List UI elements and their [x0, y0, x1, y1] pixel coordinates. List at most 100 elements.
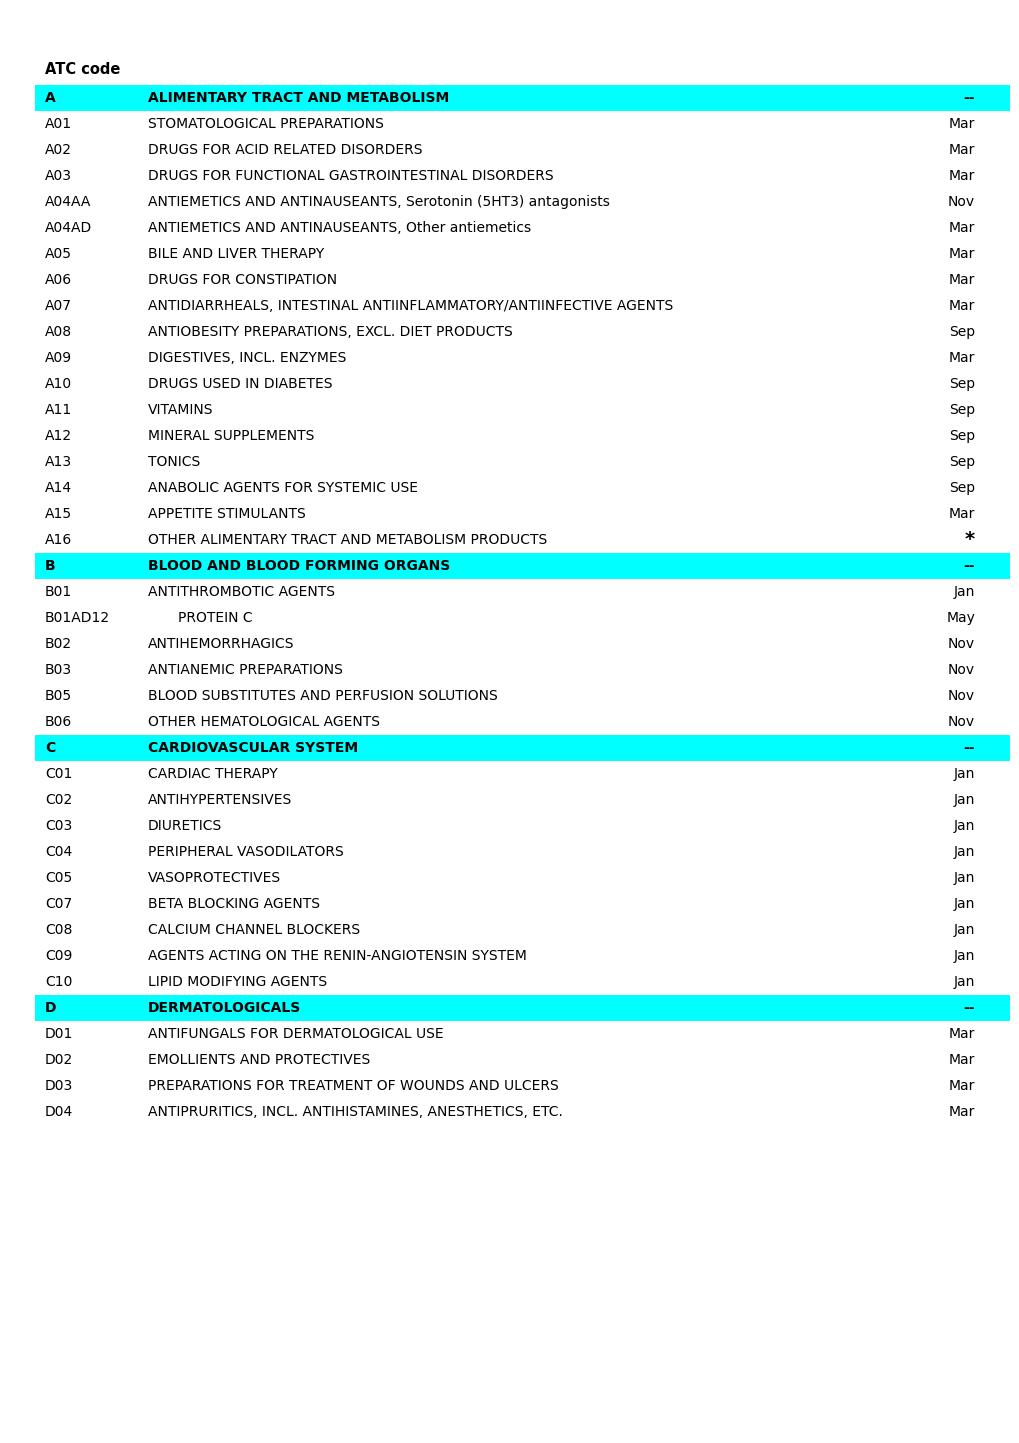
- Text: --: --: [963, 91, 974, 105]
- Text: B06: B06: [45, 714, 72, 729]
- Text: Nov: Nov: [947, 688, 974, 703]
- Text: A06: A06: [45, 273, 72, 287]
- Text: A05: A05: [45, 247, 72, 261]
- Text: C09: C09: [45, 949, 72, 962]
- Bar: [35, 734, 1009, 760]
- Text: Mar: Mar: [948, 273, 974, 287]
- Text: D01: D01: [45, 1027, 73, 1040]
- Text: Jan: Jan: [953, 975, 974, 988]
- Text: A13: A13: [45, 455, 72, 469]
- Text: ANTITHROMBOTIC AGENTS: ANTITHROMBOTIC AGENTS: [148, 584, 334, 599]
- Text: C01: C01: [45, 768, 72, 781]
- Text: CARDIOVASCULAR SYSTEM: CARDIOVASCULAR SYSTEM: [148, 742, 358, 755]
- Text: LIPID MODIFYING AGENTS: LIPID MODIFYING AGENTS: [148, 975, 327, 988]
- Text: DIGESTIVES, INCL. ENZYMES: DIGESTIVES, INCL. ENZYMES: [148, 351, 346, 365]
- Text: VITAMINS: VITAMINS: [148, 403, 213, 417]
- Text: DRUGS FOR CONSTIPATION: DRUGS FOR CONSTIPATION: [148, 273, 337, 287]
- Text: PREPARATIONS FOR TREATMENT OF WOUNDS AND ULCERS: PREPARATIONS FOR TREATMENT OF WOUNDS AND…: [148, 1079, 558, 1092]
- Text: C08: C08: [45, 924, 72, 937]
- Text: Mar: Mar: [948, 1027, 974, 1040]
- Text: A02: A02: [45, 143, 72, 157]
- Text: BILE AND LIVER THERAPY: BILE AND LIVER THERAPY: [148, 247, 324, 261]
- Text: A04AA: A04AA: [45, 195, 92, 209]
- Text: A16: A16: [45, 532, 72, 547]
- Text: Jan: Jan: [953, 584, 974, 599]
- Text: OTHER HEMATOLOGICAL AGENTS: OTHER HEMATOLOGICAL AGENTS: [148, 714, 380, 729]
- Text: A09: A09: [45, 351, 72, 365]
- Text: AGENTS ACTING ON THE RENIN-ANGIOTENSIN SYSTEM: AGENTS ACTING ON THE RENIN-ANGIOTENSIN S…: [148, 949, 527, 962]
- Text: Jan: Jan: [953, 768, 974, 781]
- Bar: [35, 996, 1009, 1022]
- Text: APPETITE STIMULANTS: APPETITE STIMULANTS: [148, 506, 306, 521]
- Text: Mar: Mar: [948, 169, 974, 183]
- Text: OTHER ALIMENTARY TRACT AND METABOLISM PRODUCTS: OTHER ALIMENTARY TRACT AND METABOLISM PR…: [148, 532, 547, 547]
- Text: PROTEIN C: PROTEIN C: [178, 610, 253, 625]
- Text: C03: C03: [45, 820, 72, 833]
- Text: D03: D03: [45, 1079, 73, 1092]
- Text: Sep: Sep: [948, 377, 974, 391]
- Bar: [35, 85, 1009, 111]
- Text: Mar: Mar: [948, 1079, 974, 1092]
- Text: PERIPHERAL VASODILATORS: PERIPHERAL VASODILATORS: [148, 846, 343, 859]
- Bar: [35, 553, 1009, 579]
- Text: May: May: [946, 610, 974, 625]
- Text: --: --: [963, 742, 974, 755]
- Text: Mar: Mar: [948, 1105, 974, 1118]
- Text: C10: C10: [45, 975, 72, 988]
- Text: STOMATOLOGICAL PREPARATIONS: STOMATOLOGICAL PREPARATIONS: [148, 117, 383, 131]
- Text: --: --: [963, 558, 974, 573]
- Text: ALIMENTARY TRACT AND METABOLISM: ALIMENTARY TRACT AND METABOLISM: [148, 91, 448, 105]
- Text: Mar: Mar: [948, 351, 974, 365]
- Text: Jan: Jan: [953, 898, 974, 911]
- Text: A14: A14: [45, 481, 72, 495]
- Text: ANTIPRURITICS, INCL. ANTIHISTAMINES, ANESTHETICS, ETC.: ANTIPRURITICS, INCL. ANTIHISTAMINES, ANE…: [148, 1105, 562, 1118]
- Text: Jan: Jan: [953, 820, 974, 833]
- Text: Mar: Mar: [948, 247, 974, 261]
- Text: Jan: Jan: [953, 794, 974, 807]
- Text: B05: B05: [45, 688, 72, 703]
- Text: B01AD12: B01AD12: [45, 610, 110, 625]
- Text: Jan: Jan: [953, 872, 974, 885]
- Text: Mar: Mar: [948, 117, 974, 131]
- Text: B02: B02: [45, 636, 72, 651]
- Text: ATC code: ATC code: [45, 62, 120, 78]
- Text: EMOLLIENTS AND PROTECTIVES: EMOLLIENTS AND PROTECTIVES: [148, 1053, 370, 1066]
- Text: ANTIHYPERTENSIVES: ANTIHYPERTENSIVES: [148, 794, 292, 807]
- Text: C04: C04: [45, 846, 72, 859]
- Text: A04AD: A04AD: [45, 221, 92, 235]
- Text: Mar: Mar: [948, 299, 974, 313]
- Text: ANTIOBESITY PREPARATIONS, EXCL. DIET PRODUCTS: ANTIOBESITY PREPARATIONS, EXCL. DIET PRO…: [148, 325, 513, 339]
- Text: ANTIDIARRHEALS, INTESTINAL ANTIINFLAMMATORY/ANTIINFECTIVE AGENTS: ANTIDIARRHEALS, INTESTINAL ANTIINFLAMMAT…: [148, 299, 673, 313]
- Text: MINERAL SUPPLEMENTS: MINERAL SUPPLEMENTS: [148, 429, 314, 443]
- Text: BETA BLOCKING AGENTS: BETA BLOCKING AGENTS: [148, 898, 320, 911]
- Text: C02: C02: [45, 794, 72, 807]
- Text: Nov: Nov: [947, 662, 974, 677]
- Text: CALCIUM CHANNEL BLOCKERS: CALCIUM CHANNEL BLOCKERS: [148, 924, 360, 937]
- Text: Jan: Jan: [953, 949, 974, 962]
- Text: Mar: Mar: [948, 143, 974, 157]
- Text: BLOOD AND BLOOD FORMING ORGANS: BLOOD AND BLOOD FORMING ORGANS: [148, 558, 449, 573]
- Text: ANTIEMETICS AND ANTINAUSEANTS, Serotonin (5HT3) antagonists: ANTIEMETICS AND ANTINAUSEANTS, Serotonin…: [148, 195, 609, 209]
- Text: Sep: Sep: [948, 455, 974, 469]
- Text: ANABOLIC AGENTS FOR SYSTEMIC USE: ANABOLIC AGENTS FOR SYSTEMIC USE: [148, 481, 418, 495]
- Text: Nov: Nov: [947, 636, 974, 651]
- Text: Nov: Nov: [947, 195, 974, 209]
- Text: DERMATOLOGICALS: DERMATOLOGICALS: [148, 1001, 301, 1014]
- Text: CARDIAC THERAPY: CARDIAC THERAPY: [148, 768, 277, 781]
- Text: DRUGS USED IN DIABETES: DRUGS USED IN DIABETES: [148, 377, 332, 391]
- Text: ANTIHEMORRHAGICS: ANTIHEMORRHAGICS: [148, 636, 294, 651]
- Text: Mar: Mar: [948, 1053, 974, 1066]
- Text: A11: A11: [45, 403, 72, 417]
- Text: Nov: Nov: [947, 714, 974, 729]
- Text: ANTIEMETICS AND ANTINAUSEANTS, Other antiemetics: ANTIEMETICS AND ANTINAUSEANTS, Other ant…: [148, 221, 531, 235]
- Text: TONICS: TONICS: [148, 455, 200, 469]
- Text: B01: B01: [45, 584, 72, 599]
- Text: Mar: Mar: [948, 506, 974, 521]
- Text: B03: B03: [45, 662, 72, 677]
- Text: A07: A07: [45, 299, 72, 313]
- Text: D: D: [45, 1001, 56, 1014]
- Text: BLOOD SUBSTITUTES AND PERFUSION SOLUTIONS: BLOOD SUBSTITUTES AND PERFUSION SOLUTION…: [148, 688, 497, 703]
- Text: A01: A01: [45, 117, 72, 131]
- Text: ANTIANEMIC PREPARATIONS: ANTIANEMIC PREPARATIONS: [148, 662, 342, 677]
- Text: Sep: Sep: [948, 403, 974, 417]
